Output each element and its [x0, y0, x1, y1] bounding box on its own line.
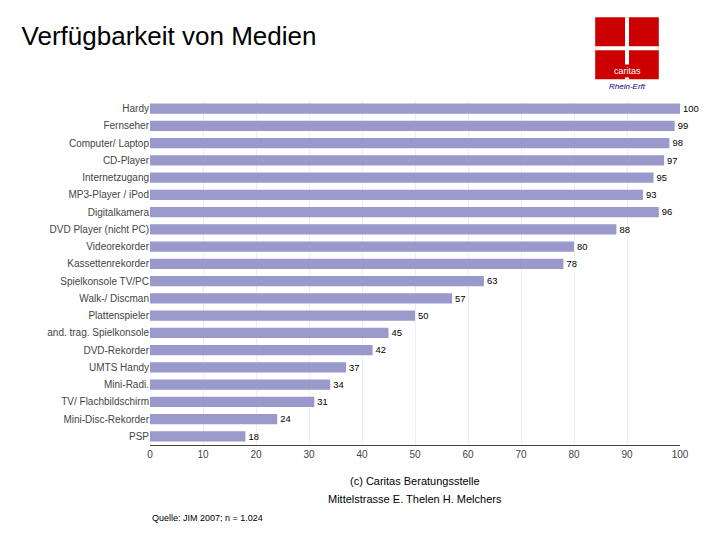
svg-text:20: 20 [250, 449, 262, 460]
svg-text:60: 60 [462, 449, 474, 460]
svg-text:42: 42 [376, 344, 386, 355]
svg-text:Kassettenrekorder: Kassettenrekorder [67, 258, 149, 269]
svg-text:98: 98 [672, 137, 682, 148]
svg-text:DVD-Rekorder: DVD-Rekorder [83, 345, 149, 356]
svg-text:Mini-Radi.: Mini-Radi. [104, 379, 149, 390]
svg-text:Digitalkamera: Digitalkamera [88, 207, 150, 218]
svg-text:99: 99 [678, 120, 688, 131]
svg-text:95: 95 [657, 172, 667, 183]
svg-text:PSP: PSP [129, 431, 149, 442]
svg-text:70: 70 [515, 449, 527, 460]
svg-text:80: 80 [568, 449, 580, 460]
svg-text:Walk-/ Discman: Walk-/ Discman [79, 293, 149, 304]
svg-text:TV/ Flachbildschirm: TV/ Flachbildschirm [61, 396, 149, 407]
svg-text:97: 97 [667, 155, 677, 166]
svg-text:MP3-Player / iPod: MP3-Player / iPod [68, 189, 149, 200]
svg-text:Hardy: Hardy [122, 103, 149, 114]
svg-text:Spielkonsole TV/PC: Spielkonsole TV/PC [60, 276, 149, 287]
svg-text:40: 40 [356, 449, 368, 460]
svg-text:0: 0 [147, 449, 153, 460]
svg-text:90: 90 [621, 449, 633, 460]
svg-text:Quelle: JIM 2007; n = 1.024: Quelle: JIM 2007; n = 1.024 [152, 513, 263, 523]
svg-text:93: 93 [646, 189, 656, 200]
svg-text:caritas: caritas [614, 66, 641, 76]
svg-text:CD-Player: CD-Player [103, 155, 150, 166]
svg-text:88: 88 [619, 224, 629, 235]
svg-text:80: 80 [577, 241, 587, 252]
svg-text:18: 18 [248, 431, 258, 442]
svg-text:100: 100 [672, 449, 689, 460]
svg-text:24: 24 [280, 413, 290, 424]
svg-text:Internetzugang: Internetzugang [82, 172, 149, 183]
svg-text:45: 45 [392, 327, 402, 338]
svg-text:31: 31 [317, 396, 327, 407]
svg-text:78: 78 [566, 258, 576, 269]
svg-text:57: 57 [455, 293, 465, 304]
svg-text:63: 63 [487, 275, 497, 286]
svg-text:Mittelstrasse E. Thelen H. Mel: Mittelstrasse E. Thelen H. Melchers [328, 493, 502, 505]
svg-text:Computer/ Laptop: Computer/ Laptop [69, 138, 149, 149]
svg-text:Plattenspieler: Plattenspieler [88, 310, 149, 321]
svg-text:50: 50 [418, 310, 428, 321]
svg-text:100: 100 [683, 103, 699, 114]
svg-text:Mini-Disc-Rekorder: Mini-Disc-Rekorder [63, 414, 149, 425]
svg-text:(c) Caritas Beratungsstelle: (c) Caritas Beratungsstelle [350, 475, 480, 487]
svg-text:Verfügbarkeit von Medien: Verfügbarkeit von Medien [22, 21, 317, 51]
svg-text:DVD Player (nicht PC): DVD Player (nicht PC) [50, 224, 149, 235]
svg-text:96: 96 [662, 206, 672, 217]
svg-text:10: 10 [197, 449, 209, 460]
svg-text:Fernseher: Fernseher [103, 120, 149, 131]
svg-text:UMTS Handy: UMTS Handy [89, 362, 149, 373]
svg-text:Rhein-Erft: Rhein-Erft [609, 82, 646, 91]
svg-text:50: 50 [409, 449, 421, 460]
svg-text:34: 34 [333, 379, 343, 390]
svg-text:and. trag. Spielkonsole: and. trag. Spielkonsole [47, 327, 149, 338]
svg-text:30: 30 [303, 449, 315, 460]
svg-text:37: 37 [349, 362, 359, 373]
svg-text:Videorekorder: Videorekorder [86, 241, 149, 252]
